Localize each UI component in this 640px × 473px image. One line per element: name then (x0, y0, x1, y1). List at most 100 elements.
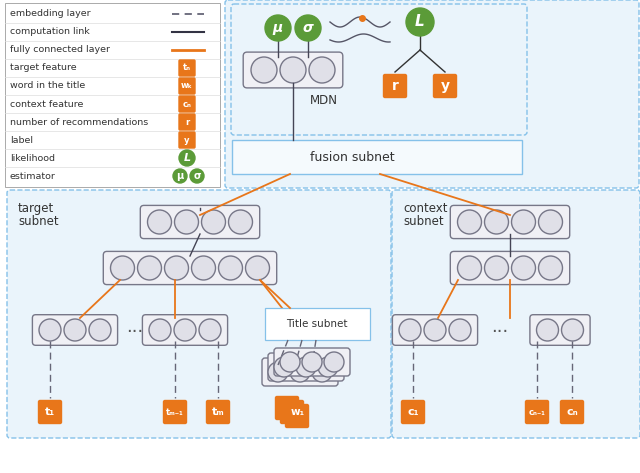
Text: w₁: w₁ (291, 407, 305, 417)
Circle shape (228, 210, 253, 234)
Circle shape (64, 319, 86, 341)
Circle shape (164, 256, 189, 280)
Text: computation link: computation link (10, 27, 90, 36)
Text: tₘ: tₘ (212, 407, 225, 417)
Circle shape (173, 169, 187, 183)
Circle shape (511, 256, 536, 280)
FancyBboxPatch shape (225, 0, 639, 188)
Text: L: L (184, 153, 191, 163)
FancyBboxPatch shape (232, 140, 522, 174)
FancyBboxPatch shape (451, 205, 570, 238)
Text: likelihood: likelihood (10, 154, 55, 163)
FancyBboxPatch shape (179, 96, 195, 112)
FancyBboxPatch shape (179, 132, 195, 148)
Circle shape (458, 256, 481, 280)
FancyBboxPatch shape (207, 401, 230, 423)
Text: fully connected layer: fully connected layer (10, 45, 110, 54)
FancyBboxPatch shape (268, 353, 344, 381)
FancyBboxPatch shape (262, 358, 338, 386)
FancyBboxPatch shape (179, 60, 195, 76)
FancyBboxPatch shape (163, 401, 186, 423)
Text: tₘ₋₁: tₘ₋₁ (166, 408, 184, 417)
Text: μ: μ (177, 171, 184, 181)
Text: subnet: subnet (18, 215, 59, 228)
Text: cₙ₋₁: cₙ₋₁ (529, 408, 545, 417)
Text: μ: μ (273, 21, 283, 35)
Text: Title subnet: Title subnet (286, 319, 348, 329)
Text: subnet: subnet (403, 215, 444, 228)
Circle shape (265, 15, 291, 41)
Text: r: r (392, 79, 399, 93)
Circle shape (202, 210, 225, 234)
Text: ···: ··· (492, 323, 509, 341)
FancyBboxPatch shape (392, 190, 640, 438)
FancyBboxPatch shape (243, 52, 343, 88)
Circle shape (280, 57, 306, 83)
FancyBboxPatch shape (140, 205, 260, 238)
Circle shape (39, 319, 61, 341)
Circle shape (309, 57, 335, 83)
FancyBboxPatch shape (5, 3, 220, 187)
FancyBboxPatch shape (103, 252, 276, 285)
FancyBboxPatch shape (274, 348, 350, 376)
Text: t₁: t₁ (45, 407, 55, 417)
Text: ···: ··· (126, 323, 143, 341)
FancyBboxPatch shape (383, 75, 406, 97)
FancyBboxPatch shape (231, 4, 527, 135)
Circle shape (179, 150, 195, 166)
Circle shape (191, 256, 216, 280)
Text: y: y (440, 79, 449, 93)
Text: wₖ: wₖ (181, 81, 193, 90)
FancyBboxPatch shape (451, 252, 570, 285)
Circle shape (318, 357, 338, 377)
FancyBboxPatch shape (265, 308, 370, 340)
Circle shape (406, 8, 434, 36)
Circle shape (538, 256, 563, 280)
Circle shape (295, 15, 321, 41)
FancyBboxPatch shape (33, 315, 118, 345)
Text: MDN: MDN (310, 94, 338, 106)
Text: cₙ: cₙ (182, 99, 191, 108)
Circle shape (111, 256, 134, 280)
FancyBboxPatch shape (401, 401, 424, 423)
Circle shape (302, 352, 322, 372)
Circle shape (484, 210, 509, 234)
FancyBboxPatch shape (38, 401, 61, 423)
Circle shape (280, 352, 300, 372)
Text: σ: σ (193, 171, 201, 181)
Text: r: r (185, 117, 189, 126)
FancyBboxPatch shape (142, 315, 228, 345)
FancyBboxPatch shape (525, 401, 548, 423)
Circle shape (251, 57, 277, 83)
Circle shape (218, 256, 243, 280)
Text: label: label (10, 135, 33, 144)
Circle shape (561, 319, 584, 341)
Circle shape (274, 357, 294, 377)
Text: L: L (415, 15, 425, 29)
Text: word in the title: word in the title (10, 81, 85, 90)
FancyBboxPatch shape (7, 190, 391, 438)
Text: estimator: estimator (10, 172, 56, 181)
Circle shape (296, 357, 316, 377)
FancyBboxPatch shape (433, 75, 456, 97)
Circle shape (246, 256, 269, 280)
Circle shape (174, 319, 196, 341)
Text: context: context (403, 202, 447, 215)
FancyBboxPatch shape (530, 315, 590, 345)
Circle shape (484, 256, 509, 280)
Circle shape (511, 210, 536, 234)
Circle shape (268, 362, 288, 382)
FancyBboxPatch shape (179, 114, 195, 130)
Circle shape (199, 319, 221, 341)
Text: fusion subnet: fusion subnet (310, 150, 395, 164)
Circle shape (190, 169, 204, 183)
Text: tₙ: tₙ (183, 63, 191, 72)
Circle shape (147, 210, 172, 234)
Text: y: y (184, 135, 189, 144)
Circle shape (290, 362, 310, 382)
Circle shape (312, 362, 332, 382)
Circle shape (458, 210, 481, 234)
Text: cₙ: cₙ (566, 407, 578, 417)
Circle shape (424, 319, 446, 341)
Text: c₁: c₁ (407, 407, 419, 417)
